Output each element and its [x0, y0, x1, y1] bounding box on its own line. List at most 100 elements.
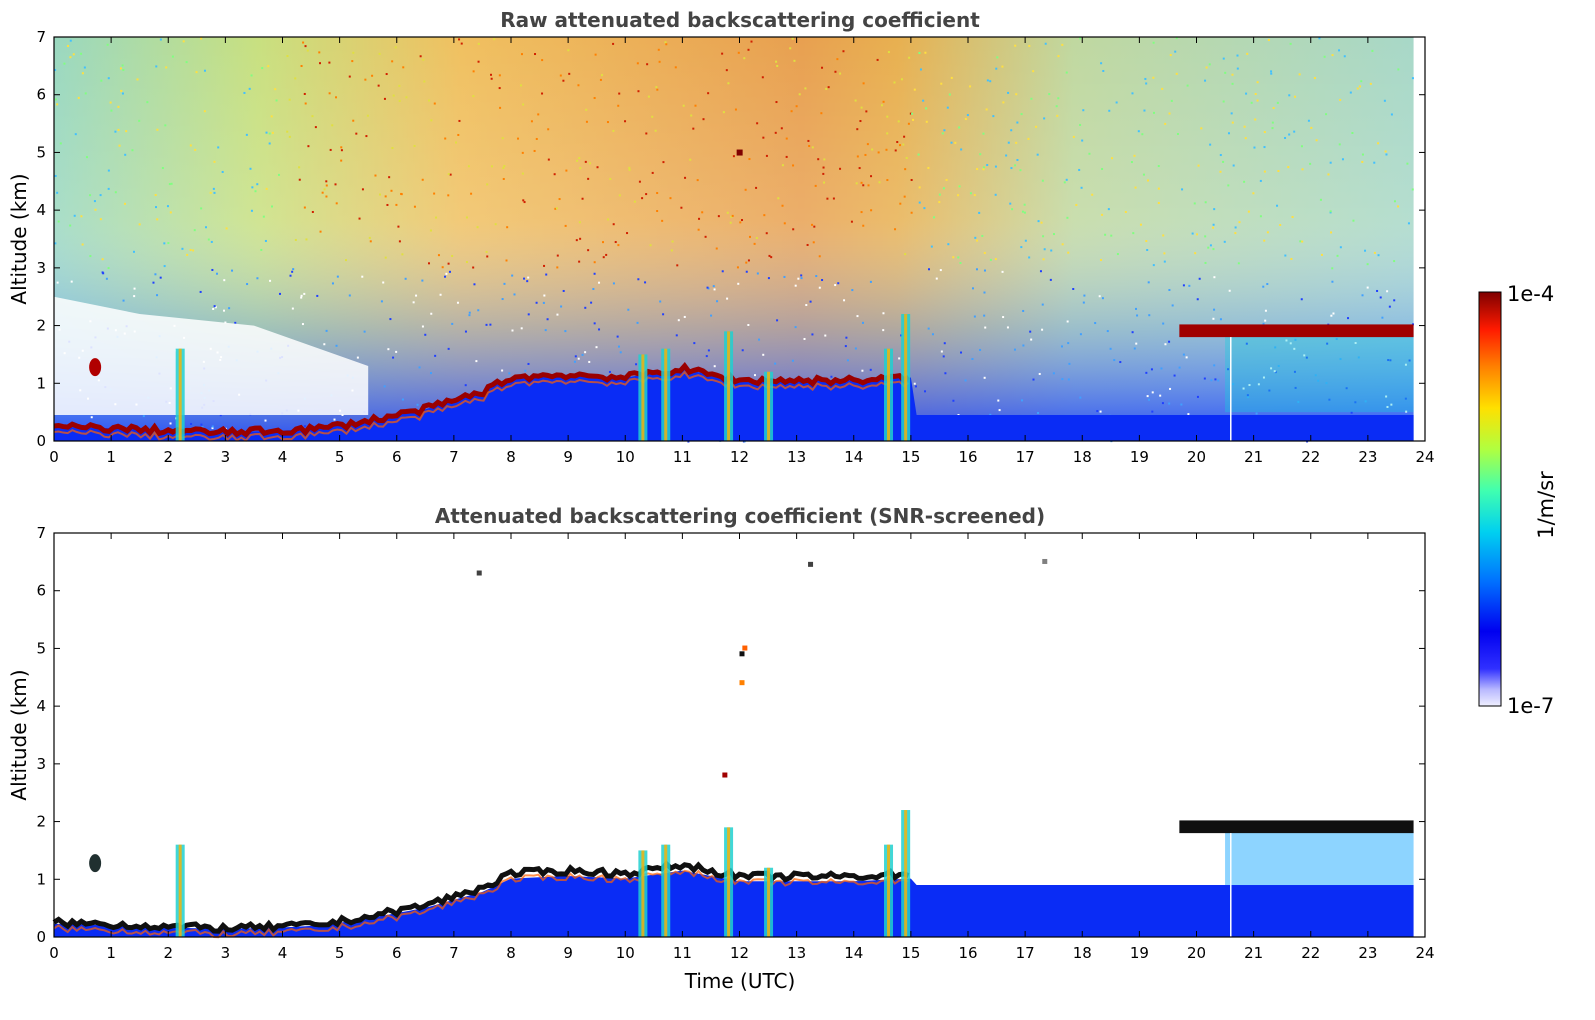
noise-speck [1345, 387, 1348, 390]
noise-speck [223, 309, 226, 312]
noise-speck [791, 359, 794, 362]
noise-speck [107, 77, 110, 80]
noise-speck [761, 76, 764, 79]
x-tick-label: 2 [163, 448, 173, 466]
noise-speck [1079, 37, 1082, 40]
noise-speck [1307, 119, 1310, 122]
noise-speck [1164, 343, 1167, 346]
noise-speck [215, 272, 218, 275]
noise-speck [369, 240, 372, 243]
noise-speck [1263, 131, 1266, 134]
plume-core [904, 810, 908, 937]
noise-speck [1061, 378, 1064, 381]
noise-speck [896, 141, 899, 144]
noise-speck [398, 84, 401, 87]
noise-speck [105, 277, 108, 280]
noise-speck [189, 248, 192, 251]
noise-speck [952, 256, 955, 259]
noise-speck [535, 137, 538, 140]
noise-speck [1314, 374, 1317, 377]
noise-speck [992, 115, 995, 118]
noise-speck [1042, 235, 1045, 238]
noise-speck [1113, 359, 1116, 362]
noise-speck [578, 157, 581, 160]
noise-speck [74, 133, 77, 136]
noise-speck [974, 236, 977, 239]
noise-speck [262, 215, 265, 218]
noise-speck [311, 115, 314, 118]
noise-speck [298, 178, 301, 181]
noise-speck [943, 342, 946, 345]
noise-speck [952, 399, 955, 402]
noise-speck [717, 215, 720, 218]
noise-speck [989, 80, 992, 83]
noise-speck [291, 270, 294, 273]
noise-speck [1224, 71, 1227, 74]
noise-speck [544, 329, 547, 332]
noise-speck [789, 47, 792, 50]
noise-speck [256, 183, 259, 186]
noise-speck [294, 238, 297, 241]
noise-speck [1101, 297, 1104, 300]
noise-speck [125, 130, 128, 133]
noise-speck [489, 323, 492, 326]
noise-speck [1329, 210, 1332, 213]
noise-speck [490, 165, 493, 168]
noise-speck [1066, 216, 1069, 219]
noise-speck [821, 279, 824, 282]
noise-speck [785, 137, 788, 140]
noise-speck [89, 255, 92, 258]
noise-speck [827, 86, 830, 89]
x-tick-label: 14 [844, 448, 863, 466]
noise-speck [940, 82, 943, 85]
noise-speck [862, 184, 865, 187]
noise-speck [457, 133, 460, 136]
noise-speck [1100, 62, 1103, 65]
noise-speck [133, 295, 136, 298]
x-tick-label: 12 [730, 448, 749, 466]
noise-speck [1133, 154, 1136, 157]
noise-speck [1159, 394, 1162, 397]
noise-speck [513, 293, 516, 296]
noise-speck [1404, 363, 1407, 366]
noise-speck [1252, 192, 1255, 195]
noise-speck [472, 95, 475, 98]
noise-speck [1291, 215, 1294, 218]
noise-speck [794, 284, 797, 287]
noise-speck [957, 414, 960, 417]
noise-speck [100, 79, 103, 82]
noise-speck [981, 234, 984, 237]
noise-speck [882, 100, 885, 103]
noise-speck [765, 232, 768, 235]
noise-speck [1323, 55, 1326, 58]
noise-speck [1253, 146, 1256, 149]
noise-speck [298, 166, 301, 169]
noise-speck [212, 187, 215, 190]
noise-speck [806, 243, 809, 246]
noise-speck [596, 166, 599, 169]
x-tick-label: 9 [563, 448, 573, 466]
noise-speck [894, 228, 897, 231]
noise-speck [683, 315, 686, 318]
noise-speck [982, 166, 985, 169]
noise-speck [1325, 113, 1328, 116]
x-tick-label: 17 [1016, 448, 1035, 466]
noise-speck [755, 186, 758, 189]
noise-speck [392, 356, 395, 359]
noise-speck [602, 256, 605, 259]
noise-speck [534, 53, 537, 56]
noise-speck [581, 353, 584, 356]
noise-speck [818, 286, 821, 289]
noise-speck [1266, 231, 1269, 234]
noise-speck [444, 137, 447, 140]
noise-speck [860, 181, 863, 184]
noise-speck [979, 348, 982, 351]
x-tick-label: 7 [449, 944, 459, 962]
noise-speck [1222, 160, 1225, 163]
noise-speck [1294, 95, 1297, 98]
noise-speck [558, 198, 561, 201]
plume-core [887, 844, 891, 937]
noise-speck [1065, 178, 1068, 181]
noise-speck [567, 49, 570, 52]
noise-speck [428, 99, 431, 102]
